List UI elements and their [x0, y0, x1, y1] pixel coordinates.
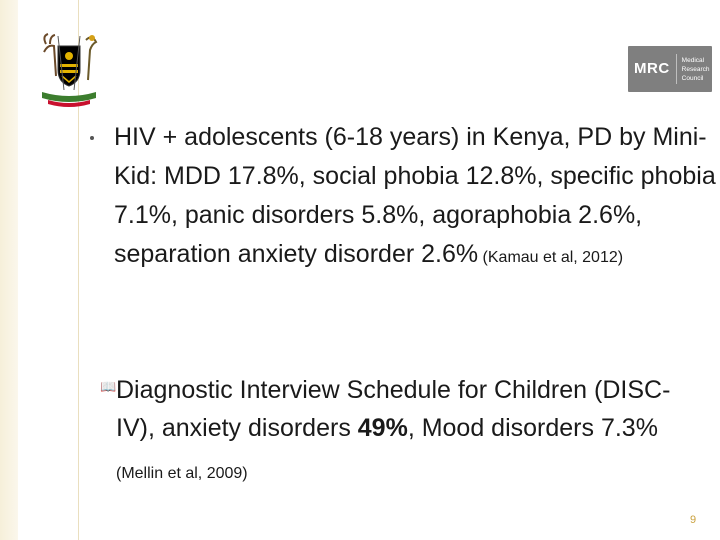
bullet-text: HIV + adolescents (6-18 years) in Kenya,…	[114, 118, 720, 277]
bullet-text: Diagnostic Interview Schedule for Childr…	[116, 371, 700, 493]
decorative-side-strip	[0, 0, 18, 540]
mrc-logo-abbrev: MRC	[628, 54, 677, 84]
mrc-logo: MRC Medical Research Council	[628, 46, 712, 92]
book-bullet-icon: 📖	[100, 379, 117, 394]
bold-percentage: 49%	[357, 414, 408, 442]
citation-kamau-2012: (Kamau et al, 2012)	[478, 249, 624, 266]
bullet-main-text: HIV + adolescents (6-18 years) in Kenya,…	[114, 123, 716, 268]
mrc-logo-line-1: Medical	[681, 56, 705, 64]
mrc-logo-fullname: Medical Research Council	[677, 56, 710, 83]
mrc-logo-line-2: Research	[681, 65, 710, 73]
slide-number: 9	[690, 514, 697, 526]
bullet-dot-icon	[90, 136, 94, 140]
mrc-logo-line-3: Council	[681, 74, 704, 82]
decorative-vertical-line	[78, 0, 79, 540]
bullet-disc-iv: 📖 Diagnostic Interview Schedule for Chil…	[100, 371, 700, 493]
bullet-main-text-end: , Mood disorders 7.3%	[407, 414, 658, 442]
bullet-main-text: Diagnostic Interview Schedule for Childr…	[116, 376, 671, 442]
uganda-coat-of-arms-logo	[42, 33, 98, 107]
citation-mellin-2009: (Mellin et al, 2009)	[116, 465, 248, 482]
bullet-hiv-adolescents-kenya: HIV + adolescents (6-18 years) in Kenya,…	[90, 118, 720, 277]
